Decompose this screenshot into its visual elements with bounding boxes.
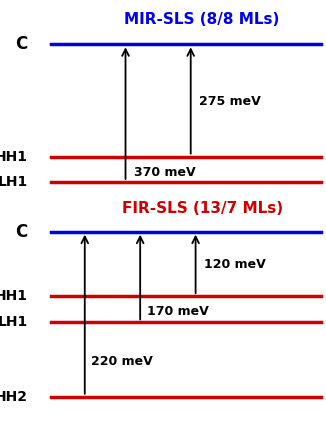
- Text: LH1: LH1: [0, 315, 28, 330]
- Text: C: C: [15, 223, 28, 241]
- Text: C: C: [15, 36, 28, 53]
- Text: HH1: HH1: [0, 289, 28, 303]
- Text: LH1: LH1: [0, 175, 28, 189]
- Text: HH2: HH2: [0, 390, 28, 404]
- Text: 275 meV: 275 meV: [199, 95, 260, 108]
- Text: 170 meV: 170 meV: [147, 305, 208, 318]
- Text: 220 meV: 220 meV: [91, 355, 152, 368]
- Text: FIR-SLS (13/7 MLs): FIR-SLS (13/7 MLs): [122, 201, 283, 216]
- Text: HH1: HH1: [0, 149, 28, 164]
- Text: 120 meV: 120 meV: [204, 258, 265, 271]
- Text: 370 meV: 370 meV: [134, 166, 195, 179]
- Text: MIR-SLS (8/8 MLs): MIR-SLS (8/8 MLs): [125, 11, 280, 27]
